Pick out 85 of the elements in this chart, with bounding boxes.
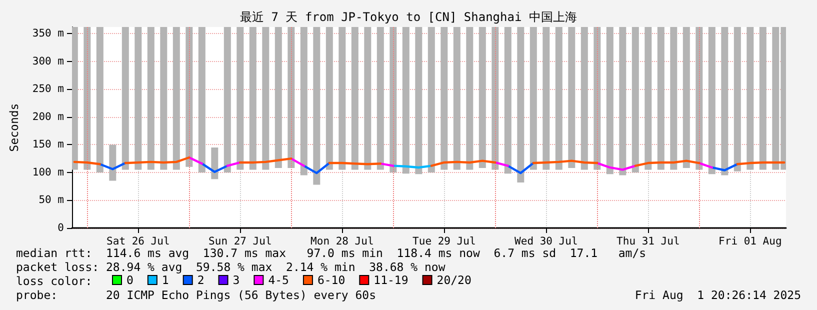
bar <box>376 27 384 170</box>
legend-label: 20/20 <box>436 273 472 287</box>
bar <box>96 27 104 172</box>
chart-title: 最近 7 天 from JP-Tokyo to [CN] Shanghai 中国上海 <box>240 10 577 24</box>
bar <box>326 27 333 170</box>
legend-label: 3 <box>232 273 240 287</box>
bar <box>390 27 397 172</box>
bar <box>160 27 168 170</box>
y-tick-label: 250 m <box>32 83 64 96</box>
bar <box>440 27 448 170</box>
text: median rtt: 114.6 ms avg 130.7 ms max 97.0 ms min 118.4 ms now 6.7 ms sd 17.1 am/s <box>16 246 646 260</box>
bar <box>84 27 91 170</box>
bar <box>313 27 320 185</box>
bar <box>172 27 180 170</box>
y-axis-title: Seconds <box>7 103 21 152</box>
bar <box>670 27 678 170</box>
bar <box>746 27 754 170</box>
bar <box>122 27 129 170</box>
bar <box>249 27 256 170</box>
x-tick-label: Sun 27 Jul <box>208 236 272 248</box>
y-tick-label: 150 m <box>32 138 64 151</box>
bar <box>708 27 716 174</box>
text: Fri Aug 1 20:26:14 2025 <box>634 288 801 302</box>
bar <box>734 27 741 172</box>
bar <box>338 27 346 170</box>
bar <box>72 27 78 170</box>
y-tick-label: 50 m <box>38 194 64 206</box>
bar <box>696 27 703 170</box>
bar <box>632 27 639 172</box>
legend-label: 11-19 <box>374 273 408 287</box>
bar <box>351 27 358 170</box>
bar <box>517 27 524 182</box>
bar <box>721 27 728 176</box>
bar <box>682 27 690 168</box>
bar <box>542 27 550 170</box>
legend-label: 6-10 <box>317 273 346 287</box>
bar <box>198 27 206 172</box>
bar <box>453 27 460 170</box>
bar <box>415 27 422 174</box>
bar <box>644 27 652 170</box>
bar <box>530 27 537 170</box>
bar <box>134 27 142 170</box>
bar <box>364 27 372 170</box>
legend-label: 1 <box>162 273 169 287</box>
bar <box>555 27 562 170</box>
text: probe: 20 ICMP Echo Pings (56 Bytes) every 60s <box>16 288 376 302</box>
bar <box>402 27 410 174</box>
bar <box>211 147 218 180</box>
bar <box>288 27 295 168</box>
x-tick-label: Thu 31 Jul <box>616 236 680 248</box>
bar <box>619 27 626 176</box>
x-tick-label: Mon 28 Jul <box>310 236 374 248</box>
y-tick-label: 350 m <box>32 28 64 40</box>
bar <box>236 27 244 170</box>
y-tick-label: 300 m <box>32 55 64 68</box>
x-tick-label: Wed 30 Jul <box>514 236 578 248</box>
y-tick-label: 0 <box>58 222 64 234</box>
bar <box>594 27 601 170</box>
bar <box>606 27 614 174</box>
legend-label: 2 <box>197 273 204 287</box>
legend-label: 0 <box>126 273 134 287</box>
bar <box>428 27 435 172</box>
bar <box>147 27 154 170</box>
x-tick-label: Sat 26 Jul <box>106 236 170 248</box>
bar <box>492 27 499 170</box>
bar <box>262 27 270 170</box>
x-tick-label: Tue 29 Jul <box>412 236 476 248</box>
bar <box>466 27 474 170</box>
text: packet loss: 28.94 % avg 59.58 % max 2.14 % min 38.68 % now <box>16 260 446 274</box>
bar <box>186 27 193 167</box>
x-tick-label: Fri 01 Aug <box>718 236 782 248</box>
y-tick-label: 100 m <box>32 166 64 178</box>
bar <box>274 27 282 168</box>
bar <box>657 27 664 170</box>
legend-label: 4-5 <box>268 273 289 287</box>
bar <box>300 27 308 176</box>
bar <box>504 27 512 174</box>
bar <box>580 27 588 170</box>
bar <box>109 144 116 181</box>
bar <box>568 27 576 168</box>
bar <box>224 27 231 172</box>
bar <box>759 27 766 170</box>
legend-title: loss color: <box>16 274 92 288</box>
y-tick-label: 200 m <box>32 110 64 123</box>
bar <box>478 27 486 168</box>
